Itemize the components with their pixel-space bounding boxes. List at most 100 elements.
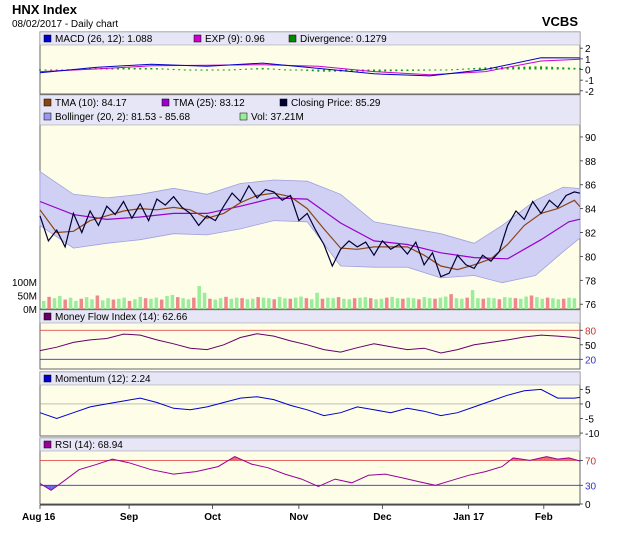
volume-bar: [79, 298, 84, 309]
volume-bar: [197, 286, 201, 309]
y-tick-label: 50: [585, 341, 597, 352]
volume-bar: [170, 294, 175, 309]
volume-bar: [390, 296, 394, 309]
macd-divergence-bar: [378, 69, 381, 72]
macd-divergence-bar: [551, 66, 554, 70]
macd-divergence-bar: [540, 66, 543, 70]
macd-divergence-bar: [44, 69, 47, 71]
y-tick-label: 1: [585, 55, 591, 66]
volume-bar: [293, 297, 298, 309]
macd-divergence-bar: [373, 69, 376, 72]
volume-bar: [159, 299, 164, 309]
y-tick-label: 0: [585, 66, 591, 77]
volume-bar: [336, 297, 341, 309]
volume-bar: [476, 298, 480, 309]
volume-bar: [395, 298, 400, 309]
volume-bar: [213, 299, 218, 309]
macd-divergence-bar: [55, 69, 58, 71]
macd-divergence-bar: [534, 66, 537, 70]
legend-label: Closing Price: 85.29: [291, 98, 381, 109]
volume-bar: [234, 297, 239, 309]
x-axis: Aug 16 Sep Oct Nov Dec Jan 17 Feb: [22, 504, 580, 523]
macd-divergence-bar: [283, 69, 286, 71]
macd-divergence-bar: [111, 67, 114, 70]
macd-divergence-bar: [395, 69, 398, 72]
macd-divergence-bar: [445, 69, 448, 71]
volume-bar: [465, 297, 469, 309]
volume-bar: [277, 296, 282, 309]
legend-swatch: [43, 312, 52, 321]
volume-bar: [90, 299, 94, 309]
macd-divergence-bar: [50, 69, 53, 71]
macd-divergence-bar: [306, 69, 309, 71]
volume-bar: [551, 298, 555, 309]
volume-bar: [449, 294, 453, 309]
volume-bar: [358, 297, 362, 309]
macd-divergence-bar: [228, 69, 231, 71]
macd-divergence-bar: [133, 67, 136, 70]
volume-bar: [438, 297, 443, 309]
volume-bar: [240, 298, 244, 309]
volume-bar: [149, 298, 153, 309]
legend-label: Money Flow Index (14): 62.66: [55, 312, 188, 323]
y-tick-label: 0: [585, 500, 591, 511]
volume-bar: [454, 298, 459, 309]
volume-bar: [422, 297, 427, 309]
macd-divergence-bar: [423, 69, 426, 71]
macd-divergence-bar: [172, 68, 175, 70]
macd-divergence-bar: [411, 69, 414, 71]
macd-divergence-bar: [484, 67, 487, 70]
macd-line: [39, 57, 581, 77]
macd-divergence-bar: [528, 66, 531, 70]
legend-label: RSI (14): 68.94: [55, 440, 123, 451]
legend-label: MACD (26, 12): 1.088: [55, 34, 153, 45]
y-tick-label: 82: [585, 229, 597, 240]
volume-bar: [433, 298, 437, 309]
volume-bar: [95, 295, 100, 309]
macd-divergence-bar: [478, 67, 481, 70]
volume-bar: [460, 298, 464, 309]
volume-bar: [342, 298, 346, 309]
volume-tick-label: 50M: [18, 292, 37, 303]
volume-bar: [127, 300, 132, 309]
macd-divergence-bar: [506, 66, 509, 70]
volume-bar: [133, 299, 137, 309]
volume-bar: [229, 298, 234, 309]
macd-divergence-bar: [384, 69, 387, 72]
volume-bar: [417, 299, 421, 309]
macd-divergence-bar: [272, 68, 275, 70]
volume-bar: [218, 298, 223, 309]
volume-bar: [143, 298, 148, 309]
macd-divergence-bar: [523, 66, 526, 70]
volume-bar: [529, 295, 534, 309]
macd-divergence-bar: [256, 68, 259, 70]
macd-divergence-bar: [317, 69, 320, 72]
legend-label: Divergence: 0.1279: [300, 34, 387, 45]
macd-divergence-bar: [311, 69, 314, 72]
volume-bar: [202, 292, 207, 309]
y-tick-label: 20: [585, 355, 597, 366]
volume-bar: [165, 296, 169, 309]
volume-bar: [444, 296, 448, 309]
macd-divergence-bar: [295, 69, 298, 71]
macd-divergence-bar: [350, 69, 353, 72]
macd-divergence-bar: [517, 66, 520, 70]
volume-bar: [481, 298, 486, 309]
x-tick-label: Jan 17: [453, 512, 485, 523]
volume-tick-label: 100M: [12, 278, 37, 289]
volume-bar: [556, 299, 561, 309]
macd-divergence-bar: [428, 69, 431, 71]
macd-divergence-bar: [116, 67, 119, 70]
macd-divergence-bar: [579, 68, 581, 70]
volume-bar: [181, 298, 185, 309]
chart-subtitle: 08/02/2017 - Daily chart: [12, 19, 118, 30]
y-tick-label: 78: [585, 276, 597, 287]
macd-divergence-bar: [367, 69, 370, 72]
macd-exp-line: [39, 58, 581, 76]
macd-divergence-bar: [556, 67, 559, 70]
y-tick-label: 0: [585, 400, 591, 411]
volume-bar: [411, 298, 416, 309]
y-tick-label: 30: [585, 481, 597, 492]
volume-bar: [427, 298, 432, 309]
volume-bar: [535, 297, 539, 309]
